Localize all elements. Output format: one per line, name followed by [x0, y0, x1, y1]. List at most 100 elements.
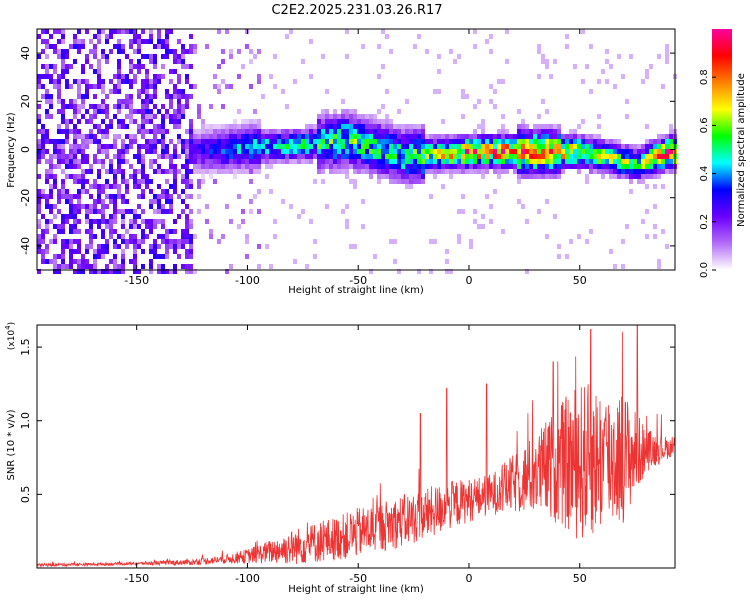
heatmap-cell [153, 149, 157, 154]
heatmap-cell [81, 259, 85, 264]
heatmap-cell [565, 159, 569, 164]
heatmap-cell [229, 124, 233, 129]
heatmap-cell [109, 144, 113, 149]
heatmap-cell [329, 164, 333, 169]
heatmap-cell [77, 44, 81, 49]
heatmap-cell [233, 174, 237, 179]
heatmap-cell [561, 159, 565, 164]
heatmap-cell [77, 94, 81, 99]
heatmap-cell [153, 224, 157, 229]
heatmap-cell [105, 54, 109, 59]
heatmap-cell [573, 64, 577, 69]
heatmap-cell [133, 264, 137, 269]
heatmap-cell [589, 144, 593, 149]
heatmap-cell [481, 144, 485, 149]
heatmap-cell [637, 174, 641, 179]
heatmap-cell [353, 164, 357, 169]
heatmap-cell [425, 169, 429, 174]
heatmap-cell [373, 254, 377, 259]
heatmap-cell [389, 144, 393, 149]
heatmap-cell [301, 59, 305, 64]
heatmap-cell [405, 124, 409, 129]
heatmap-cell [97, 199, 101, 204]
heatmap-cell [313, 134, 317, 139]
heatmap-cell [293, 149, 297, 154]
heatmap-cell [105, 219, 109, 224]
heatmap-cell [93, 254, 97, 259]
heatmap-cell [45, 69, 49, 74]
heatmap-cell [137, 159, 141, 164]
heatmap-cell [129, 144, 133, 149]
heatmap-cell [145, 109, 149, 114]
heatmap-cell [437, 154, 441, 159]
heatmap-cell [457, 54, 461, 59]
heatmap-cell [397, 159, 401, 164]
heatmap-cell [557, 154, 561, 159]
heatmap-cell [225, 159, 229, 164]
heatmap-cell [657, 154, 661, 159]
heatmap-cell [137, 154, 141, 159]
heatmap-cell [213, 74, 217, 79]
heatmap-cell [573, 139, 577, 144]
heatmap-cell [213, 164, 217, 169]
heatmap-cell [461, 89, 465, 94]
heatmap-cell [149, 179, 153, 184]
heatmap-cell [381, 129, 385, 134]
heatmap-cell [393, 134, 397, 139]
heatmap-cell [517, 199, 521, 204]
heatmap-cell [37, 234, 41, 239]
heatmap-cell [377, 124, 381, 129]
heatmap-cell [273, 139, 277, 144]
heatmap-cell [169, 239, 173, 244]
heatmap-cell [589, 89, 593, 94]
heatmap-cell [305, 264, 309, 269]
heatmap-cell [201, 119, 205, 124]
heatmap-cell [197, 159, 201, 164]
heatmap-cell [145, 104, 149, 109]
snr-series [36, 324, 676, 568]
heatmap-cell [217, 169, 221, 174]
heatmap-cell [141, 189, 145, 194]
heatmap-cell [233, 124, 237, 129]
heatmap-cell [169, 164, 173, 169]
heatmap-cell [345, 144, 349, 149]
heatmap-cell [189, 184, 193, 189]
heatmap-cell [117, 64, 121, 69]
heatmap-cell [257, 49, 261, 54]
heatmap-cell [585, 154, 589, 159]
heatmap-cell [157, 184, 161, 189]
heatmap-cell [125, 239, 129, 244]
heatmap-cell [133, 39, 137, 44]
heatmap-cell [557, 124, 561, 129]
heatmap-cell [41, 229, 45, 234]
heatmap-cell [221, 164, 225, 169]
heatmap-cell [189, 154, 193, 159]
heatmap-cell [133, 169, 137, 174]
heatmap-cell [85, 264, 89, 269]
heatmap-cell [641, 154, 645, 159]
heatmap-cell [165, 169, 169, 174]
heatmap-cell [145, 234, 149, 239]
heatmap-cell [137, 34, 141, 39]
heatmap-cell [97, 169, 101, 174]
heatmap-cell [65, 214, 69, 219]
heatmap-cell [181, 164, 185, 169]
heatmap-cell [345, 219, 349, 224]
heatmap-cell [653, 169, 657, 174]
heatmap-cell [177, 169, 181, 174]
heatmap-cell [77, 164, 81, 169]
heatmap-cell [201, 174, 205, 179]
heatmap-cell [181, 239, 185, 244]
heatmap-cell [525, 144, 529, 149]
heatmap-cell [73, 149, 77, 154]
heatmap-cell [505, 29, 509, 34]
heatmap-cell [81, 264, 85, 269]
heatmap-cell [101, 204, 105, 209]
heatmap-cell [113, 74, 117, 79]
heatmap-cell [473, 154, 477, 159]
heatmap-cell [113, 144, 117, 149]
heatmap-cell [549, 174, 553, 179]
heatmap-cell [545, 174, 549, 179]
heatmap-cell [177, 254, 181, 259]
heatmap-cell [197, 184, 201, 189]
